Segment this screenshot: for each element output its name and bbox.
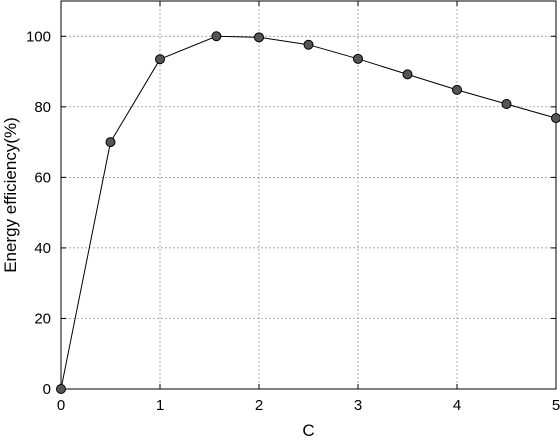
x-tick-label: 1 bbox=[156, 397, 164, 414]
plot-frame bbox=[60, 0, 557, 390]
y-tick-label: 100 bbox=[26, 28, 51, 45]
series-line bbox=[60, 35, 557, 390]
data-point bbox=[303, 39, 314, 50]
y-tick-label: 0 bbox=[43, 381, 51, 398]
x-tick-label: 4 bbox=[453, 397, 461, 414]
y-tick-label: 40 bbox=[34, 240, 51, 257]
data-point bbox=[211, 31, 222, 42]
y-tick-label: 20 bbox=[34, 310, 51, 327]
x-tick-label: 0 bbox=[57, 397, 65, 414]
data-point bbox=[501, 98, 512, 109]
y-axis-label: Energy efficiency(%) bbox=[1, 117, 20, 273]
x-tick-label: 3 bbox=[354, 397, 362, 414]
y-tick-label: 60 bbox=[34, 169, 51, 186]
data-point bbox=[353, 53, 363, 64]
data-point bbox=[551, 113, 560, 124]
x-tick-label: 2 bbox=[255, 397, 263, 414]
x-tick-label: 5 bbox=[552, 397, 560, 414]
axis-ticks: 0 1 2 3 4 5 0 20 40 60 80 100 bbox=[26, 1, 560, 414]
series-line-layer bbox=[60, 35, 557, 390]
data-point bbox=[402, 69, 413, 80]
data-points bbox=[56, 31, 560, 394]
x-axis-label: C bbox=[302, 421, 314, 440]
data-point bbox=[452, 84, 462, 95]
data-point bbox=[155, 54, 165, 65]
data-point bbox=[105, 137, 116, 148]
data-point bbox=[56, 384, 66, 394]
y-tick-label: 80 bbox=[34, 99, 51, 116]
grid-lines bbox=[61, 1, 556, 389]
data-point bbox=[254, 32, 264, 43]
